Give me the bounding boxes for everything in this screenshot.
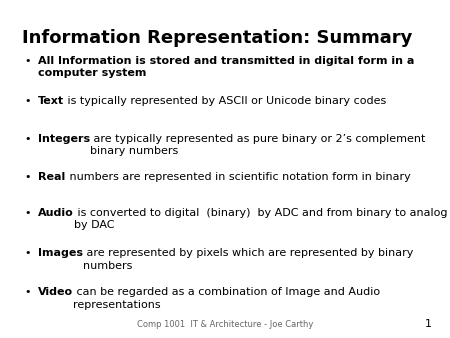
Text: numbers are represented in scientific notation form in binary: numbers are represented in scientific no… bbox=[66, 172, 410, 183]
Text: Audio: Audio bbox=[38, 208, 74, 218]
Text: are represented by pixels which are represented by binary
numbers: are represented by pixels which are repr… bbox=[83, 248, 414, 271]
Text: •: • bbox=[25, 208, 31, 218]
Text: are typically represented as pure binary or 2’s complement
binary numbers: are typically represented as pure binary… bbox=[90, 134, 426, 156]
Text: Information Representation: Summary: Information Representation: Summary bbox=[22, 29, 413, 47]
Text: can be regarded as a combination of Image and Audio
representations: can be regarded as a combination of Imag… bbox=[73, 287, 381, 310]
Text: •: • bbox=[25, 172, 31, 183]
Text: Video: Video bbox=[38, 287, 73, 297]
Text: All Information is stored and transmitted in digital form in a
computer system: All Information is stored and transmitte… bbox=[38, 56, 414, 78]
Text: •: • bbox=[25, 96, 31, 106]
Text: •: • bbox=[25, 287, 31, 297]
Text: is converted to digital  (binary)  by ADC and from binary to analog
by DAC: is converted to digital (binary) by ADC … bbox=[74, 208, 447, 230]
Text: Real: Real bbox=[38, 172, 66, 183]
Text: is typically represented by ASCII or Unicode binary codes: is typically represented by ASCII or Uni… bbox=[64, 96, 387, 106]
Text: •: • bbox=[25, 134, 31, 144]
Text: Integers: Integers bbox=[38, 134, 90, 144]
Text: 1: 1 bbox=[425, 318, 432, 329]
Text: •: • bbox=[25, 248, 31, 259]
Text: Comp 1001  IT & Architecture - Joe Carthy: Comp 1001 IT & Architecture - Joe Carthy bbox=[137, 319, 313, 329]
Text: Images: Images bbox=[38, 248, 83, 259]
Text: •: • bbox=[25, 56, 31, 66]
Text: Text: Text bbox=[38, 96, 64, 106]
